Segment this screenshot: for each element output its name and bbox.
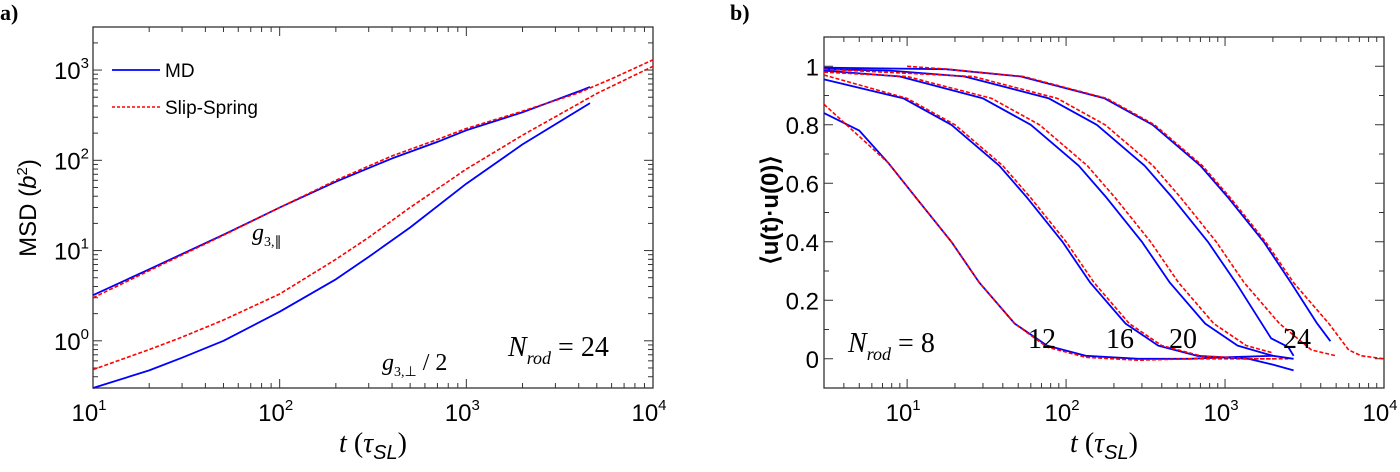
b-curve-slip-spring-n24: [907, 65, 1385, 360]
annotation-g-perpendicular: g3,⊥ / 2: [382, 350, 447, 380]
legend-label-slip-spring: Slip-Spring: [165, 98, 258, 119]
annotation-nrod-24: Nrod = 24: [507, 332, 609, 368]
y-axis-label-b: ⟨u(t)·u(0)⟩: [757, 155, 784, 264]
b-y-tick-label: 0: [806, 347, 819, 374]
b-curve-md-n8: [823, 112, 1273, 360]
y-axis-label-a: MSD (b2): [14, 159, 42, 257]
a-x-tick-label: 101: [71, 397, 106, 427]
b-y-tick-label: 0.4: [786, 230, 819, 257]
b-curve-slip-spring-n16: [823, 71, 1274, 354]
b-x-tick-label: 103: [1204, 397, 1239, 427]
b-curve-slip-spring-n8: [823, 103, 1273, 361]
a-y-tick-label: 100: [54, 326, 89, 356]
b-curve-md-n12: [823, 78, 1294, 372]
annotation-nrod-20: 20: [1169, 324, 1197, 355]
b-curve-md-n20: [823, 68, 1295, 357]
b-y-tick-label: 0.6: [786, 171, 819, 198]
a-x-tick-label: 103: [445, 397, 480, 427]
panel-b-orientation-correlation: b) 101 102 103 104 0 0.2 0.4 0.6 0.8 1 Nrod = 8 1…: [730, 0, 1398, 464]
b-curve-md-n16: [823, 69, 1294, 360]
b-curve-md-n24: [823, 66, 1332, 342]
annotation-nrod-12: 12: [1028, 324, 1056, 355]
b-curve-slip-spring-n12: [823, 74, 1289, 360]
b-y-tick-label: 0.8: [786, 113, 819, 140]
a-y-tick-label: 101: [54, 236, 89, 266]
a-x-tick-label: 102: [258, 397, 293, 427]
a-x-tick-label: 104: [631, 397, 666, 427]
panel-a-curves: [92, 59, 654, 389]
a-y-tick-label: 102: [54, 145, 89, 175]
b-curve-slip-spring-n20: [823, 68, 1337, 357]
panel-label-a: a): [0, 0, 18, 25]
b-x-tick-label: 102: [1045, 397, 1080, 427]
panel-a-axes: 101 102 103 104 100 101 102 103: [54, 26, 667, 427]
annotation-nrod-8: Nrod = 8: [847, 328, 935, 364]
a-y-tick-label: 103: [54, 55, 89, 85]
legend-label-md: MD: [165, 61, 195, 82]
legend: MD Slip-Spring: [112, 61, 258, 119]
panel-b-curves: [823, 65, 1385, 372]
x-axis-label-b: t (τSL): [1070, 428, 1138, 464]
annotation-g-parallel: g3,∥: [252, 220, 282, 250]
panel-label-b: b): [730, 0, 750, 25]
panel-a-msd: a) 101 102 103 104 100 101 102 103 MD Slip-Spri…: [0, 0, 667, 464]
panel-b-axes: 101 102 103 104 0 0.2 0.4 0.6 0.8 1: [786, 36, 1398, 427]
b-x-tick-label: 101: [886, 397, 921, 427]
a-curve-md-g_perp: [92, 102, 591, 389]
a-curve-slip-spring-g_par: [92, 59, 654, 299]
b-y-tick-label: 0.2: [786, 288, 819, 315]
annotation-nrod-16: 16: [1106, 324, 1134, 355]
b-x-tick-label: 104: [1362, 397, 1397, 427]
a-curve-slip-spring-g_perp: [92, 65, 654, 371]
x-axis-label-a: t (τSL): [339, 428, 407, 464]
annotation-nrod-24: 24: [1283, 324, 1311, 355]
b-y-tick-label: 1: [806, 54, 819, 81]
